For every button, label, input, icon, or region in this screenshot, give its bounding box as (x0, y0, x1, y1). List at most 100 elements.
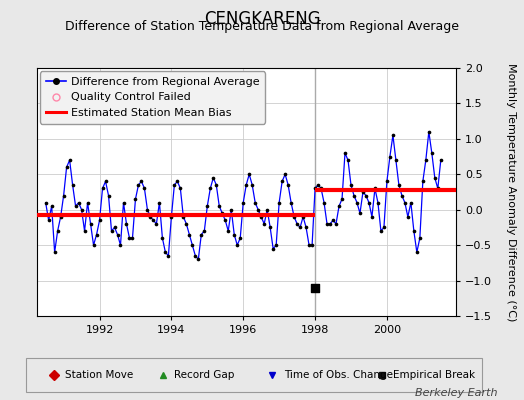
Legend: Difference from Regional Average, Quality Control Failed, Estimated Station Mean: Difference from Regional Average, Qualit… (40, 71, 265, 124)
Point (380, 224, 388, 231)
Point (296, 224, 304, 231)
Point (167, 214, 176, 220)
Point (86, 221, 95, 227)
Point (197, 231, 205, 238)
Point (200, 228, 209, 234)
Text: Difference of Station Temperature Data from Regional Average: Difference of Station Temperature Data f… (65, 20, 459, 33)
Point (194, 256, 202, 262)
Point (66, 157, 74, 163)
Point (230, 231, 238, 238)
Point (431, 175, 439, 181)
Point (386, 153, 394, 160)
Point (260, 221, 268, 227)
Point (266, 224, 275, 231)
Point (434, 185, 442, 192)
Point (428, 150, 436, 156)
Point (362, 192, 370, 199)
Point (314, 182, 322, 188)
Point (326, 221, 334, 227)
Point (305, 242, 313, 248)
Point (320, 200, 328, 206)
Point (290, 214, 298, 220)
Text: Berkeley Earth: Berkeley Earth (416, 388, 498, 398)
Point (329, 217, 337, 224)
Point (224, 228, 233, 234)
Point (209, 175, 217, 181)
Point (278, 178, 286, 184)
Point (311, 284, 319, 291)
Point (395, 182, 403, 188)
Point (281, 171, 289, 178)
Point (335, 203, 343, 209)
Point (128, 235, 137, 241)
Point (419, 178, 427, 184)
Point (227, 206, 235, 213)
Point (111, 224, 119, 231)
Point (215, 203, 223, 209)
Point (206, 185, 214, 192)
Point (275, 200, 283, 206)
Point (242, 182, 250, 188)
Point (269, 246, 277, 252)
Point (185, 231, 193, 238)
Y-axis label: Monthly Temperature Anomaly Difference (°C): Monthly Temperature Anomaly Difference (… (506, 63, 516, 321)
Point (359, 189, 367, 195)
Point (299, 214, 307, 220)
Point (59, 192, 68, 199)
Text: Empirical Break: Empirical Break (393, 370, 475, 380)
Point (188, 242, 196, 248)
Point (257, 214, 265, 220)
Point (347, 182, 355, 188)
Point (182, 221, 191, 227)
Point (143, 206, 151, 213)
Point (401, 200, 409, 206)
Point (45, 217, 53, 224)
Text: Time of Obs. Change: Time of Obs. Change (284, 370, 393, 380)
Point (90, 242, 98, 248)
Point (323, 221, 331, 227)
Point (341, 150, 349, 156)
Point (392, 157, 400, 163)
Point (248, 182, 256, 188)
Text: Station Move: Station Move (65, 370, 133, 380)
Point (398, 192, 406, 199)
Point (338, 196, 346, 202)
Point (412, 249, 421, 256)
Point (80, 228, 89, 234)
Point (212, 182, 221, 188)
Point (116, 242, 125, 248)
Point (69, 182, 77, 188)
Point (176, 185, 184, 192)
Point (422, 157, 430, 163)
Point (350, 192, 358, 199)
Point (377, 228, 385, 234)
Point (132, 196, 140, 202)
Point (41, 200, 50, 206)
Point (95, 217, 104, 224)
Point (236, 235, 244, 241)
Point (53, 228, 62, 234)
Point (173, 178, 182, 184)
Point (104, 192, 113, 199)
Point (284, 182, 292, 188)
Point (218, 210, 226, 216)
Point (436, 157, 445, 163)
Point (113, 231, 122, 238)
Point (158, 235, 167, 241)
Point (374, 200, 382, 206)
Point (119, 200, 128, 206)
Point (57, 214, 65, 220)
Point (424, 128, 433, 135)
Point (134, 182, 143, 188)
Point (371, 185, 379, 192)
Point (272, 242, 280, 248)
Point (302, 224, 310, 231)
Point (179, 214, 188, 220)
Point (251, 200, 259, 206)
Point (161, 249, 170, 256)
Point (74, 200, 83, 206)
Text: CENGKARENG: CENGKARENG (204, 10, 320, 28)
Point (317, 185, 325, 192)
Text: Record Gap: Record Gap (174, 370, 235, 380)
Point (287, 200, 296, 206)
